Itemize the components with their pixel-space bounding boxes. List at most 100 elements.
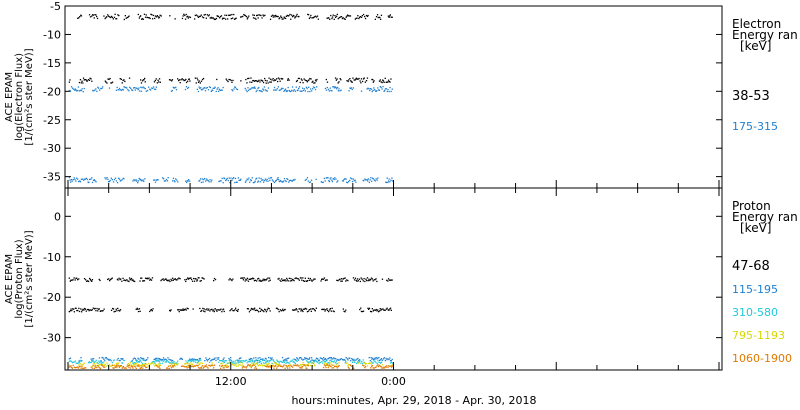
data-point bbox=[308, 181, 311, 184]
data-point bbox=[224, 360, 226, 362]
data-point bbox=[257, 180, 260, 182]
data-point bbox=[109, 365, 112, 367]
data-point bbox=[356, 78, 358, 80]
data-point bbox=[291, 278, 294, 281]
data-point bbox=[194, 14, 196, 17]
data-point bbox=[375, 361, 377, 364]
data-point bbox=[222, 360, 224, 362]
data-point bbox=[257, 357, 259, 359]
data-point bbox=[219, 359, 221, 362]
y-tick-label: -15 bbox=[43, 57, 61, 70]
data-point bbox=[185, 362, 187, 365]
data-point bbox=[363, 278, 365, 280]
data-point bbox=[388, 16, 390, 18]
data-point bbox=[76, 277, 78, 279]
data-point bbox=[328, 357, 330, 360]
data-point bbox=[225, 360, 227, 362]
data-point bbox=[163, 178, 165, 180]
data-point bbox=[234, 181, 236, 184]
data-point bbox=[360, 277, 362, 279]
data-point bbox=[323, 277, 326, 279]
data-point bbox=[95, 88, 97, 90]
data-point bbox=[137, 180, 139, 182]
data-point bbox=[334, 86, 336, 88]
data-point bbox=[276, 178, 278, 180]
data-point bbox=[380, 86, 382, 88]
data-point bbox=[94, 307, 96, 310]
data-point bbox=[229, 14, 232, 16]
y-axis-label: log(Proton Flux) bbox=[14, 239, 25, 318]
data-point bbox=[283, 359, 285, 361]
data-point bbox=[320, 357, 322, 360]
data-point bbox=[222, 17, 224, 19]
data-point bbox=[380, 359, 382, 361]
data-point bbox=[240, 178, 242, 180]
data-point bbox=[155, 365, 157, 367]
data-point bbox=[100, 361, 102, 363]
data-point bbox=[229, 78, 231, 81]
data-point bbox=[202, 307, 204, 310]
data-point bbox=[262, 310, 264, 312]
data-point bbox=[280, 15, 282, 17]
data-point bbox=[196, 364, 198, 367]
data-point bbox=[262, 278, 264, 280]
data-point bbox=[226, 79, 228, 82]
data-point bbox=[268, 363, 270, 365]
data-point bbox=[264, 14, 266, 16]
data-point bbox=[323, 360, 325, 362]
data-point bbox=[310, 361, 312, 363]
data-point bbox=[216, 310, 218, 312]
data-point bbox=[155, 358, 157, 360]
data-point bbox=[323, 358, 326, 360]
data-point bbox=[272, 78, 274, 80]
data-point bbox=[174, 87, 176, 89]
data-point bbox=[297, 311, 299, 313]
data-point bbox=[235, 88, 237, 90]
data-point bbox=[238, 361, 240, 363]
data-point bbox=[370, 363, 373, 365]
data-point bbox=[84, 308, 87, 310]
data-point bbox=[190, 360, 192, 362]
data-point bbox=[159, 358, 161, 361]
data-point bbox=[252, 364, 254, 367]
data-point bbox=[253, 181, 256, 183]
data-point bbox=[375, 16, 378, 18]
data-point bbox=[381, 88, 383, 90]
data-point bbox=[140, 15, 142, 17]
data-point bbox=[168, 279, 170, 281]
data-point bbox=[384, 365, 386, 368]
data-point bbox=[387, 180, 390, 182]
data-point bbox=[253, 278, 255, 280]
data-point bbox=[135, 367, 137, 369]
data-point bbox=[110, 278, 113, 280]
data-point bbox=[335, 361, 337, 363]
data-point bbox=[189, 358, 191, 360]
data-point bbox=[175, 363, 177, 365]
data-point bbox=[328, 365, 330, 367]
data-point bbox=[90, 361, 92, 363]
data-point bbox=[114, 366, 116, 368]
data-point bbox=[333, 357, 335, 359]
data-point bbox=[125, 280, 127, 282]
data-point bbox=[289, 360, 292, 362]
data-point bbox=[388, 279, 391, 281]
data-point bbox=[186, 181, 188, 184]
data-point bbox=[343, 310, 345, 312]
data-point bbox=[183, 79, 185, 82]
data-point bbox=[219, 365, 221, 367]
data-point bbox=[170, 278, 172, 281]
data-point bbox=[339, 278, 341, 280]
data-point bbox=[134, 280, 136, 283]
data-point bbox=[125, 17, 127, 19]
data-point bbox=[200, 14, 202, 16]
data-point bbox=[324, 87, 327, 90]
data-point bbox=[144, 362, 146, 365]
data-point bbox=[153, 81, 156, 83]
data-point bbox=[364, 15, 366, 18]
data-point bbox=[191, 358, 194, 360]
data-point bbox=[347, 14, 349, 16]
data-point bbox=[77, 367, 80, 369]
data-point bbox=[155, 364, 157, 366]
data-point bbox=[78, 90, 81, 92]
data-point bbox=[245, 278, 247, 280]
